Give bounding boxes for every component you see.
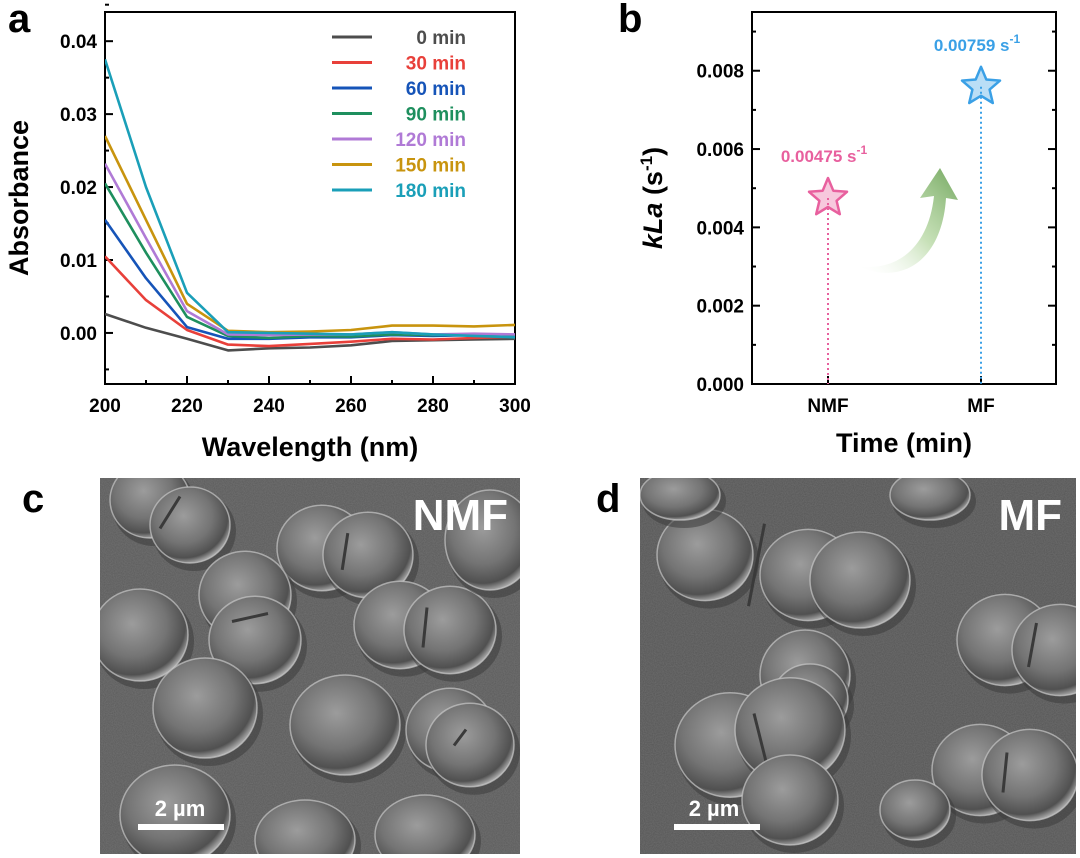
division-septum: [1001, 752, 1009, 793]
panel-label-b: b: [618, 0, 642, 41]
y-tick-label-b: 0.008: [696, 62, 744, 83]
axis-ticks-b: 0.000 0.002 0.004 0.006 0.008 NMF MF: [696, 30, 1056, 417]
panel-label-d: d: [596, 477, 620, 521]
y-axis-title-a: Absorbance: [4, 120, 34, 276]
bacterium-cell: [289, 674, 406, 783]
x-tick-label-a: 200: [89, 396, 121, 417]
x-tick-label-a: 220: [171, 396, 203, 417]
y-tick-label-a: 0.02: [60, 178, 97, 199]
division-septum: [158, 495, 182, 530]
bacterium-cell: [374, 794, 481, 854]
y-tick-label-b: 0.000: [696, 375, 744, 396]
bacterium-cell: [254, 799, 361, 854]
bacteria-cells-nmf: [100, 478, 520, 854]
x-tick-label-a: 260: [335, 396, 367, 417]
bacterium-cell: [444, 489, 520, 598]
y-tick-label-b: 0.004: [696, 218, 744, 239]
division-septum: [747, 523, 766, 607]
panel-label-c: c: [22, 477, 44, 521]
bacterium-cell: [656, 508, 759, 609]
y-tick-label-a: 0.03: [60, 105, 97, 126]
scale-bar-label-d: 2 µm: [689, 796, 740, 821]
value-label-NMF: 0.00475 s-1: [781, 143, 868, 166]
division-septum: [452, 728, 468, 747]
legend-label: 120 min: [395, 130, 466, 151]
series-lines-a: [105, 59, 515, 352]
sem-image-nmf: [100, 478, 520, 854]
x-axis-title-b: Time (min): [836, 428, 972, 458]
series-line-180-min: [105, 59, 515, 339]
series-line-150-min: [105, 135, 515, 334]
star-marker-NMF: [807, 176, 849, 216]
bacterium-cell: [1011, 603, 1076, 704]
y-tick-label-b: 0.006: [696, 140, 744, 161]
sem-label-nmf: NMF: [413, 491, 508, 540]
y-tick-label-a: 0.01: [60, 251, 97, 272]
legend-label: 60 min: [406, 79, 466, 100]
kla-chart: 0.000 0.002 0.004 0.006 0.008 NMF MF 0.00475 s…: [637, 11, 1057, 458]
legend-label: 90 min: [406, 105, 466, 126]
legend-label: 30 min: [406, 54, 466, 75]
sem-image-mf: [640, 478, 1076, 854]
bacterium-cell: [425, 702, 520, 795]
value-label-MF: 0.00759 s-1: [934, 32, 1021, 55]
scale-bar-d: [674, 824, 760, 830]
division-septum: [421, 607, 429, 648]
scale-bar-label-c: 2 µm: [155, 796, 206, 821]
y-tick-label-a: 0.00: [60, 324, 97, 345]
bacterium-cell: [809, 531, 916, 636]
x-tick-label-a: 240: [253, 396, 285, 417]
scale-bar-c: [138, 824, 224, 830]
star-marker-MF: [960, 65, 1002, 105]
data-points-b: 0.00475 s-1 0.00759 s-1: [781, 32, 1021, 384]
legend-label: 150 min: [395, 156, 466, 177]
bacterium-cell: [889, 478, 976, 528]
increase-arrow-icon: [858, 168, 958, 273]
y-tick-label-a: 0.04: [60, 32, 97, 53]
legend-label: 0 min: [416, 28, 466, 49]
bacterium-cell: [640, 478, 726, 528]
bacterium-cell: [149, 486, 236, 571]
bacterium-cell: [119, 764, 236, 854]
legend-a: 0 min 30 min 60 min 90 min 120 min 150 min 180…: [332, 28, 466, 202]
division-septum: [752, 713, 768, 762]
absorbance-chart: 200 220 240 260 280 300 0.00 0.01 0.02 0.03 0.04 0…: [4, 3, 531, 462]
bacterium-cell: [741, 754, 844, 853]
y-axis-title-b: kLa (s-1): [637, 147, 668, 249]
x-tick-label-a: 280: [417, 396, 449, 417]
division-septum: [340, 532, 350, 571]
bacterium-cell: [152, 657, 263, 766]
x-tick-label-b: MF: [967, 396, 994, 417]
bacterium-cell: [100, 588, 194, 689]
series-line-30-min: [105, 255, 515, 348]
plot-frame-b: [751, 11, 1057, 385]
division-septum: [1027, 622, 1038, 668]
bacteria-cells-mf: [640, 478, 1076, 853]
division-septum: [231, 612, 269, 623]
legend-label: 180 min: [395, 181, 466, 202]
y-tick-label-b: 0.002: [696, 297, 744, 318]
axis-ticks-a: 200 220 240 260 280 300 0.00 0.01 0.02 0.03 0.04: [60, 3, 531, 417]
sem-label-mf: MF: [998, 491, 1062, 540]
bacterium-cell: [879, 779, 956, 848]
x-tick-label-a: 300: [499, 396, 531, 417]
x-tick-label-b: NMF: [807, 396, 848, 417]
panel-label-a: a: [8, 0, 31, 41]
x-axis-title-a: Wavelength (nm): [202, 432, 419, 462]
